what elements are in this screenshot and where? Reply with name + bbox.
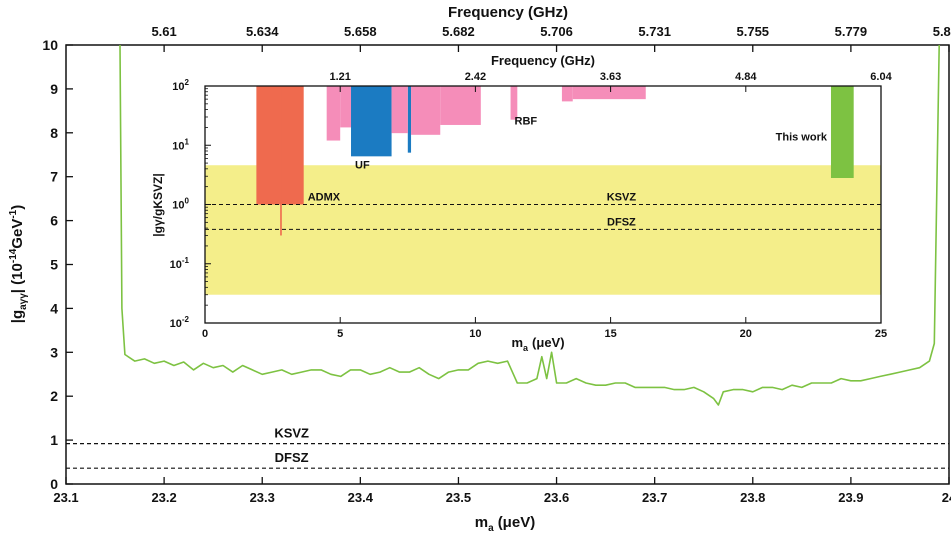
- inset-model-band: [205, 165, 881, 295]
- exclusion-bar: [561, 86, 573, 102]
- inset-x-tick-label: 25: [875, 328, 887, 340]
- inset-y-tick-label: 101: [172, 137, 189, 152]
- x-tick-label: 23.7: [642, 490, 667, 505]
- main-axis-ticks: 23.123.223.323.423.523.623.723.823.92401…: [42, 24, 951, 505]
- x-tick-label: 23.5: [446, 490, 471, 505]
- inset-reference-lines: KSVZ DFSZ: [205, 192, 881, 230]
- top-tick-label: 5.755: [737, 24, 770, 39]
- top-tick-label: 5.731: [638, 24, 671, 39]
- exclusion-bar: [830, 86, 854, 179]
- inset-exclusion-bars: ADMX UF RBF This work: [256, 86, 854, 236]
- x-tick-label: 23.9: [838, 490, 863, 505]
- y-tick-label: 9: [50, 81, 58, 97]
- x-tick-label: 23.6: [544, 490, 569, 505]
- y-tick-label: 10: [42, 37, 58, 53]
- top-tick-label: 5.706: [540, 24, 573, 39]
- exclusion-bar: [391, 86, 408, 134]
- reference-label-dfsz: DFSZ: [275, 450, 309, 465]
- coupling-limit-line: [119, 44, 940, 406]
- x-tick-label: 23.4: [348, 490, 374, 505]
- exclusion-bar: [326, 86, 341, 141]
- inset-chart: ADMX UF RBF This work KSVZ DFSZ 0 5 10 15 20 25 1.…: [151, 53, 893, 353]
- y-tick-label: 4: [50, 300, 58, 316]
- top-tick-label: 5.658: [344, 24, 377, 39]
- x-tick-label: 23.2: [151, 490, 176, 505]
- y-axis-title: |gaγγ| (10-14GeV-1): [8, 205, 29, 323]
- exclusion-label: RBF: [515, 116, 538, 128]
- inset-x-tick-label: 20: [740, 328, 752, 340]
- y-tick-label: 3: [50, 344, 58, 360]
- reference-label-ksvz: KSVZ: [274, 426, 309, 441]
- top-axis-title: Frequency (GHz): [448, 4, 568, 21]
- y-tick-label: 8: [50, 125, 58, 141]
- top-tick-label: 5.61: [151, 24, 176, 39]
- inset-x-tick-label: 10: [469, 328, 481, 340]
- inset-x-axis-title: ma (μeV): [511, 335, 564, 353]
- inset-y-tick-label: 102: [172, 78, 189, 93]
- inset-reference-label-ksvz: KSVZ: [607, 192, 637, 204]
- exclusion-label: This work: [776, 132, 828, 144]
- x-axis-title: ma (μeV): [475, 514, 535, 534]
- exclusion-bar: [510, 86, 518, 120]
- inset-y-axis-title: |gγ/gKSVZ|: [151, 173, 165, 236]
- top-tick-label: 5.803: [933, 24, 951, 39]
- y-tick-label: 1: [50, 432, 58, 448]
- y-tick-label: 2: [50, 388, 58, 404]
- y-tick-label: 7: [50, 169, 58, 185]
- inset-top-tick-label: 1.21: [329, 71, 350, 83]
- top-tick-label: 5.682: [442, 24, 475, 39]
- top-tick-label: 5.779: [835, 24, 868, 39]
- inset-top-tick-label: 4.84: [735, 71, 757, 83]
- exclusion-label: UF: [355, 159, 370, 171]
- x-tick-label: 24: [942, 490, 951, 505]
- exclusion-label: ADMX: [308, 192, 341, 204]
- exclusion-bar: [440, 86, 481, 125]
- exclusion-bar: [407, 86, 412, 153]
- exclusion-bar: [351, 86, 392, 157]
- exclusion-bar: [411, 86, 441, 135]
- inset-plot-frame: [204, 85, 882, 324]
- y-tick-label: 5: [50, 257, 58, 273]
- x-tick-label: 23.3: [250, 490, 275, 505]
- y-tick-label: 6: [50, 213, 58, 229]
- exclusion-bar: [572, 86, 646, 100]
- exclusion-bar: [340, 86, 352, 128]
- inset-y-tick-label: 10-2: [170, 315, 190, 330]
- exclusion-bar: [256, 86, 304, 205]
- exclusion-bar: [280, 86, 282, 236]
- top-tick-label: 5.634: [246, 24, 279, 39]
- inset-reference-label-dfsz: DFSZ: [607, 216, 636, 228]
- main-reference-lines: KSVZ DFSZ: [66, 426, 949, 469]
- inset-x-tick-label: 0: [202, 328, 208, 340]
- inset-top-tick-label: 3.63: [600, 71, 621, 83]
- main-series: [119, 44, 940, 406]
- inset-y-tick-label: 10-1: [170, 256, 190, 271]
- inset-x-tick-label: 15: [604, 328, 616, 340]
- inset-title: Frequency (GHz): [491, 53, 595, 68]
- inset-x-tick-label: 5: [337, 328, 343, 340]
- inset-y-tick-label: 100: [172, 197, 189, 212]
- y-tick-label: 0: [50, 476, 58, 492]
- x-tick-label: 23.8: [740, 490, 765, 505]
- model-band: [205, 165, 881, 295]
- inset-top-tick-label: 2.42: [465, 71, 486, 83]
- inset-top-tick-label: 6.04: [870, 71, 892, 83]
- x-tick-label: 23.1: [53, 490, 78, 505]
